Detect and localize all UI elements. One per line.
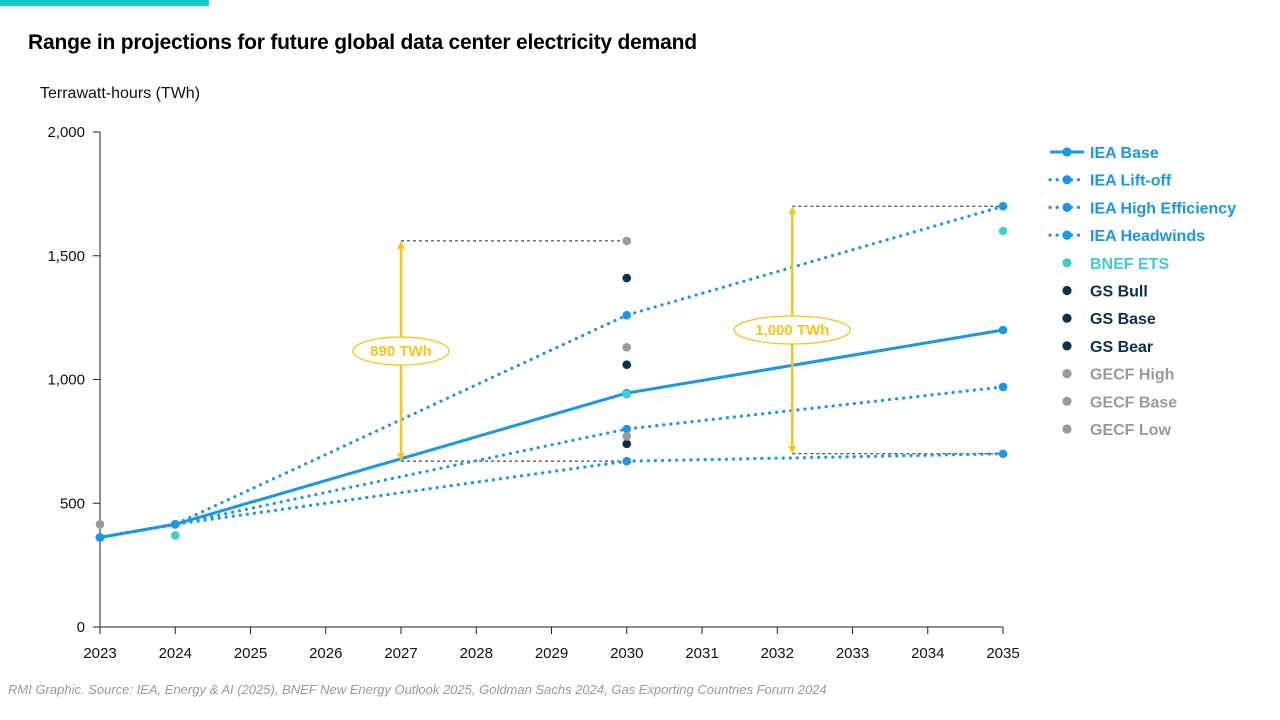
x-tick-label: 2034	[911, 645, 944, 662]
data-point-iea-lift-off	[622, 310, 632, 320]
x-tick-label: 2024	[159, 645, 192, 662]
series-points	[95, 201, 1008, 542]
legend-item-iea-base: IEA Base	[1050, 145, 1159, 162]
data-point-gs-base	[622, 360, 632, 369]
legend-swatch-marker	[1062, 285, 1072, 296]
range-label-1: 890 TWh	[370, 343, 432, 360]
data-point-gecf-high	[95, 519, 105, 529]
legend-swatch-marker	[1062, 258, 1072, 268]
legend-item-iea-lift-off: IEA Lift-off	[1048, 173, 1172, 190]
axes: 0 500 1,000 1,500 2,000 2023 2024 2025 2026 2027 2…	[47, 124, 1019, 662]
legend-swatch-marker	[1062, 147, 1072, 157]
series-lines	[98, 204, 1005, 540]
legend-swatch-marker	[1062, 424, 1072, 434]
legend-swatch-marker	[1062, 313, 1072, 323]
chart-title: Range in projections for future global d…	[28, 31, 697, 54]
data-point-iea-headwinds	[622, 456, 632, 466]
y-axis-label: Terrawatt-hours (TWh)	[40, 85, 201, 102]
data-point-iea-headwinds	[170, 519, 180, 529]
data-point-iea-high-efficiency	[622, 424, 632, 434]
data-point-bnef-ets	[622, 390, 632, 399]
x-tick-label: 2031	[685, 645, 718, 662]
series-line-iea-base	[98, 328, 1005, 539]
data-point-bnef-ets	[998, 226, 1008, 236]
x-tick-label: 2025	[234, 645, 267, 662]
legend-item-iea-headwinds: IEA Headwinds	[1048, 228, 1205, 245]
x-tick-label: 2027	[384, 645, 417, 662]
legend-swatch-marker	[1062, 230, 1072, 240]
legend-label: IEA Base	[1090, 145, 1159, 162]
data-point-iea-headwinds	[95, 533, 105, 542]
data-point-gecf-base	[622, 343, 632, 352]
data-point-iea-high-efficiency	[998, 382, 1008, 392]
legend-item-gs-base: GS Base	[1062, 311, 1156, 328]
x-tick-label: 2033	[836, 645, 869, 662]
x-tick-label: 2030	[610, 645, 643, 662]
data-point-gecf-low	[622, 432, 632, 441]
series-line-iea-headwinds	[98, 452, 1005, 540]
legend-item-gs-bear: GS Bear	[1062, 339, 1153, 356]
annotations: 890 TWh 1,000 TWh	[352, 206, 851, 462]
data-point-gs-bear	[622, 439, 632, 449]
legend-label: BNEF ETS	[1090, 256, 1169, 273]
legend-label: IEA Lift-off	[1090, 173, 1172, 190]
legend-swatch-marker	[1062, 202, 1072, 212]
y-tick-label: 1,000	[47, 372, 85, 389]
legend-item-bnef-ets: BNEF ETS	[1062, 256, 1169, 273]
x-tick-label: 2023	[83, 645, 116, 662]
data-point-iea-lift-off	[998, 201, 1008, 211]
legend-swatch-marker	[1062, 396, 1072, 406]
legend-label: GECF High	[1090, 367, 1174, 384]
series-line-iea-high-efficiency	[98, 385, 1005, 540]
source-note: RMI Graphic. Source: IEA, Energy & AI (2…	[8, 682, 827, 697]
accent-bar	[0, 0, 209, 6]
y-tick-label: 0	[77, 619, 85, 636]
legend-label: GECF Base	[1090, 394, 1177, 411]
legend-label: GS Base	[1090, 311, 1156, 328]
x-tick-label: 2026	[309, 645, 342, 662]
legend-item-iea-high-efficiency: IEA High Efficiency	[1048, 200, 1236, 217]
legend-swatch-marker	[1062, 175, 1072, 185]
legend-item-gecf-base: GECF Base	[1062, 394, 1177, 411]
range-label-2: 1,000 TWh	[755, 322, 829, 339]
legend-label: GS Bull	[1090, 284, 1148, 301]
data-point-iea-headwinds	[998, 449, 1008, 459]
legend-item-gs-bull: GS Bull	[1062, 284, 1148, 301]
y-tick-label: 1,500	[47, 248, 85, 265]
legend-item-gecf-low: GECF Low	[1062, 422, 1171, 439]
y-tick-label: 2,000	[47, 124, 85, 141]
range-label-bubble-2	[733, 315, 851, 345]
x-tick-label: 2029	[535, 645, 568, 662]
legend-label: IEA High Efficiency	[1090, 200, 1236, 217]
data-point-bnef-ets	[170, 531, 180, 540]
legend-swatch-marker	[1062, 369, 1072, 379]
data-point-iea-base	[998, 325, 1008, 335]
x-tick-label: 2028	[460, 645, 493, 662]
data-point-gs-bull	[622, 273, 632, 283]
annotation-guides	[401, 205, 1003, 462]
series-line-iea-lift-off	[98, 204, 1005, 540]
x-tick-label: 2035	[986, 645, 1019, 662]
x-tick-label: 2032	[761, 645, 794, 662]
legend: IEA Base IEA Lift-off IEA High Efficiency I…	[1048, 145, 1236, 439]
legend-item-gecf-high: GECF High	[1062, 367, 1174, 384]
legend-label: GECF Low	[1090, 422, 1171, 439]
legend-swatch-marker	[1062, 341, 1072, 351]
legend-label: GS Bear	[1090, 339, 1153, 356]
y-tick-label: 500	[60, 495, 85, 512]
data-point-gecf-high	[622, 236, 632, 246]
range-label-bubble-1	[352, 336, 450, 366]
legend-label: IEA Headwinds	[1090, 228, 1205, 245]
